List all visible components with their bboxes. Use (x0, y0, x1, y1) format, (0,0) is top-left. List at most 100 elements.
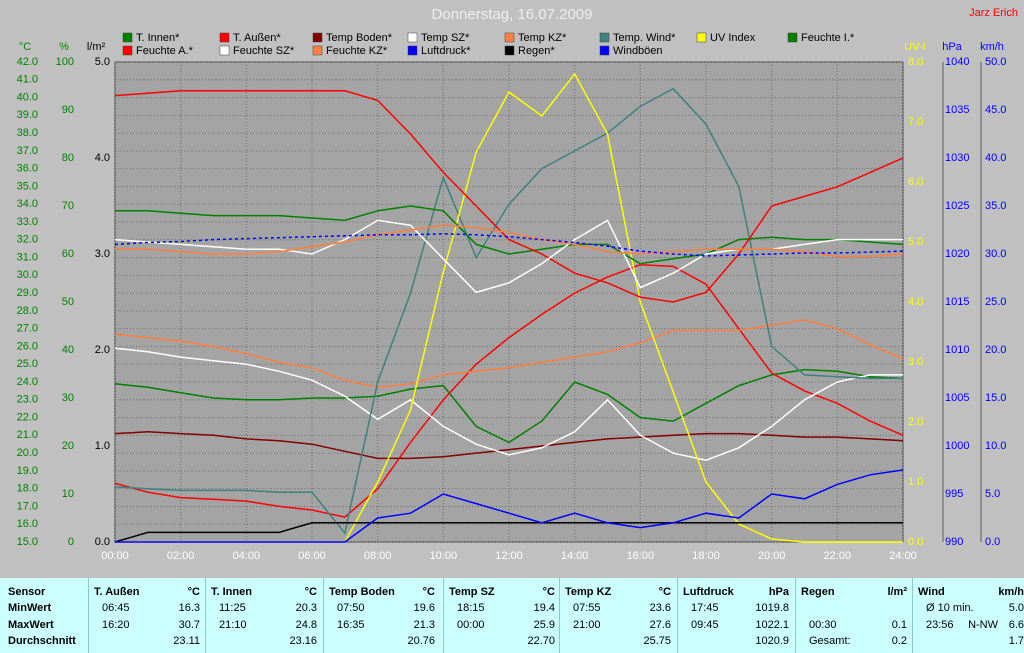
y-tick-label: 0.0 (95, 536, 110, 548)
y-tick-label: 4.0 (908, 296, 923, 308)
cell-label: 18:15 (457, 602, 485, 614)
x-tick-label: 24:00 (889, 550, 917, 562)
x-tick-label: 06:00 (298, 550, 326, 562)
column-unit: °C (187, 586, 200, 598)
legend-swatch (122, 45, 133, 56)
y-tick-label: 25.0 (985, 296, 1006, 308)
series-line (115, 224, 904, 258)
column-header: Wind (918, 586, 945, 598)
legend-label: T. Innen* (136, 32, 180, 44)
cell-value: 20.3 (295, 602, 317, 614)
y-tick-label: 30 (62, 392, 74, 404)
cell-label: N-NW (968, 619, 998, 631)
y-tick-label: 42.0 (17, 56, 38, 68)
y-tick-label: 40.0 (985, 152, 1006, 164)
stats-table: Sensor MinWert MaxWert Durchschnitt T. Außen… (0, 578, 1024, 653)
cell-value: 6.6 (1008, 619, 1024, 631)
legend-swatch (312, 32, 323, 43)
series-line (115, 469, 904, 543)
y-tick-label: 0 (68, 536, 74, 548)
cell-label: 00:30 (809, 619, 837, 631)
author: Jarz Erich (969, 7, 1018, 19)
y-tick-label: 32.0 (17, 234, 38, 246)
series-line (114, 522, 903, 543)
y-tick-label: 41.0 (17, 74, 38, 86)
y-tick-label: 7.0 (908, 116, 923, 128)
cell-label: Ø 10 min. (926, 602, 974, 614)
x-tick-label: 14:00 (561, 550, 589, 562)
legend-label: Temp. Wind* (613, 32, 676, 44)
y-tick-label: 90 (62, 104, 74, 116)
cell-label: 21:10 (219, 619, 247, 631)
column-header: Temp Boden (329, 586, 395, 598)
cell-label: 16:35 (337, 619, 365, 631)
y-tick-label: 36.0 (17, 163, 38, 175)
column-divider (205, 578, 206, 653)
y-tick-label: 38.0 (17, 127, 38, 139)
cell-label: 09:45 (691, 619, 719, 631)
x-tick-label: 10:00 (430, 550, 458, 562)
cell-label: 11:25 (219, 602, 246, 614)
y-tick-label: 1030 (945, 152, 969, 164)
legend-swatch (407, 32, 418, 43)
column-header: Luftdruck (683, 586, 734, 598)
cell-value: 1019.8 (755, 602, 789, 614)
x-tick-label: 12:00 (495, 550, 523, 562)
legend-swatch (407, 45, 418, 56)
series-line (114, 347, 903, 461)
chart: Donnerstag, 16.07.2009 Jarz Erich °C 15.0… (17, 6, 1018, 562)
cell-value: 1020.9 (755, 635, 789, 647)
legend-label: Feuchte KZ* (326, 45, 388, 57)
column-unit: hPa (768, 586, 789, 598)
y-tick-label: 1025 (945, 200, 969, 212)
column-divider (559, 578, 560, 653)
axis-label: % (59, 41, 69, 53)
x-tick-label: 18:00 (692, 550, 720, 562)
cell-value: 16.3 (178, 602, 200, 614)
y-tick-label: 30.0 (17, 269, 38, 281)
y-tick-label: 1035 (945, 104, 969, 116)
y-tick-label: 21.0 (17, 429, 38, 441)
cell-value: 30.7 (178, 619, 200, 631)
legend-label: UV Index (710, 32, 756, 44)
y-tick-label: 22.0 (17, 411, 38, 423)
x-tick-label: 04:00 (233, 550, 261, 562)
cell-value: 23.11 (173, 635, 200, 647)
axis-label: UV-I (904, 41, 925, 53)
y-tick-label: 50 (62, 296, 74, 308)
series-line (114, 319, 904, 389)
axis-label: l/m² (87, 41, 106, 53)
y-tick-label: 3.0 (908, 356, 923, 368)
y-tick-label: 33.0 (17, 216, 38, 228)
y-tick-label: 16.0 (17, 518, 38, 530)
y-tick-label: 29.0 (17, 287, 38, 299)
y-tick-label: 19.0 (17, 465, 38, 477)
y-tick-label: 17.0 (17, 500, 38, 512)
cell-value: 22.70 (527, 635, 555, 647)
legend-swatch (696, 32, 707, 43)
cell-label: 07:50 (337, 602, 365, 614)
column-divider (912, 578, 913, 653)
y-tick-label: 60 (62, 248, 74, 260)
y-tick-label: 5.0 (908, 236, 923, 248)
series-line (114, 90, 904, 303)
legend-label: Feuchte SZ* (233, 45, 295, 57)
y-tick-label: 6.0 (908, 176, 923, 188)
cell-value: 1022.1 (755, 619, 789, 631)
row-label: Durchschnitt (8, 635, 76, 647)
x-tick-label: 08:00 (364, 550, 392, 562)
series-line (114, 368, 904, 444)
cell-label: 07:55 (573, 602, 601, 614)
legend-swatch (504, 32, 515, 43)
y-tick-label: 24.0 (17, 376, 38, 388)
y-tick-label: 15.0 (985, 392, 1006, 404)
y-tick-label: 100 (56, 56, 74, 68)
y-tick-label: 39.0 (17, 109, 38, 121)
x-tick-label: 22:00 (824, 550, 852, 562)
column-unit: °C (542, 586, 555, 598)
y-tick-label: 40.0 (17, 91, 38, 103)
y-tick-label: 1005 (945, 392, 969, 404)
y-tick-label: 10.0 (985, 440, 1006, 452)
cell-label: Gesamt: (809, 635, 851, 647)
